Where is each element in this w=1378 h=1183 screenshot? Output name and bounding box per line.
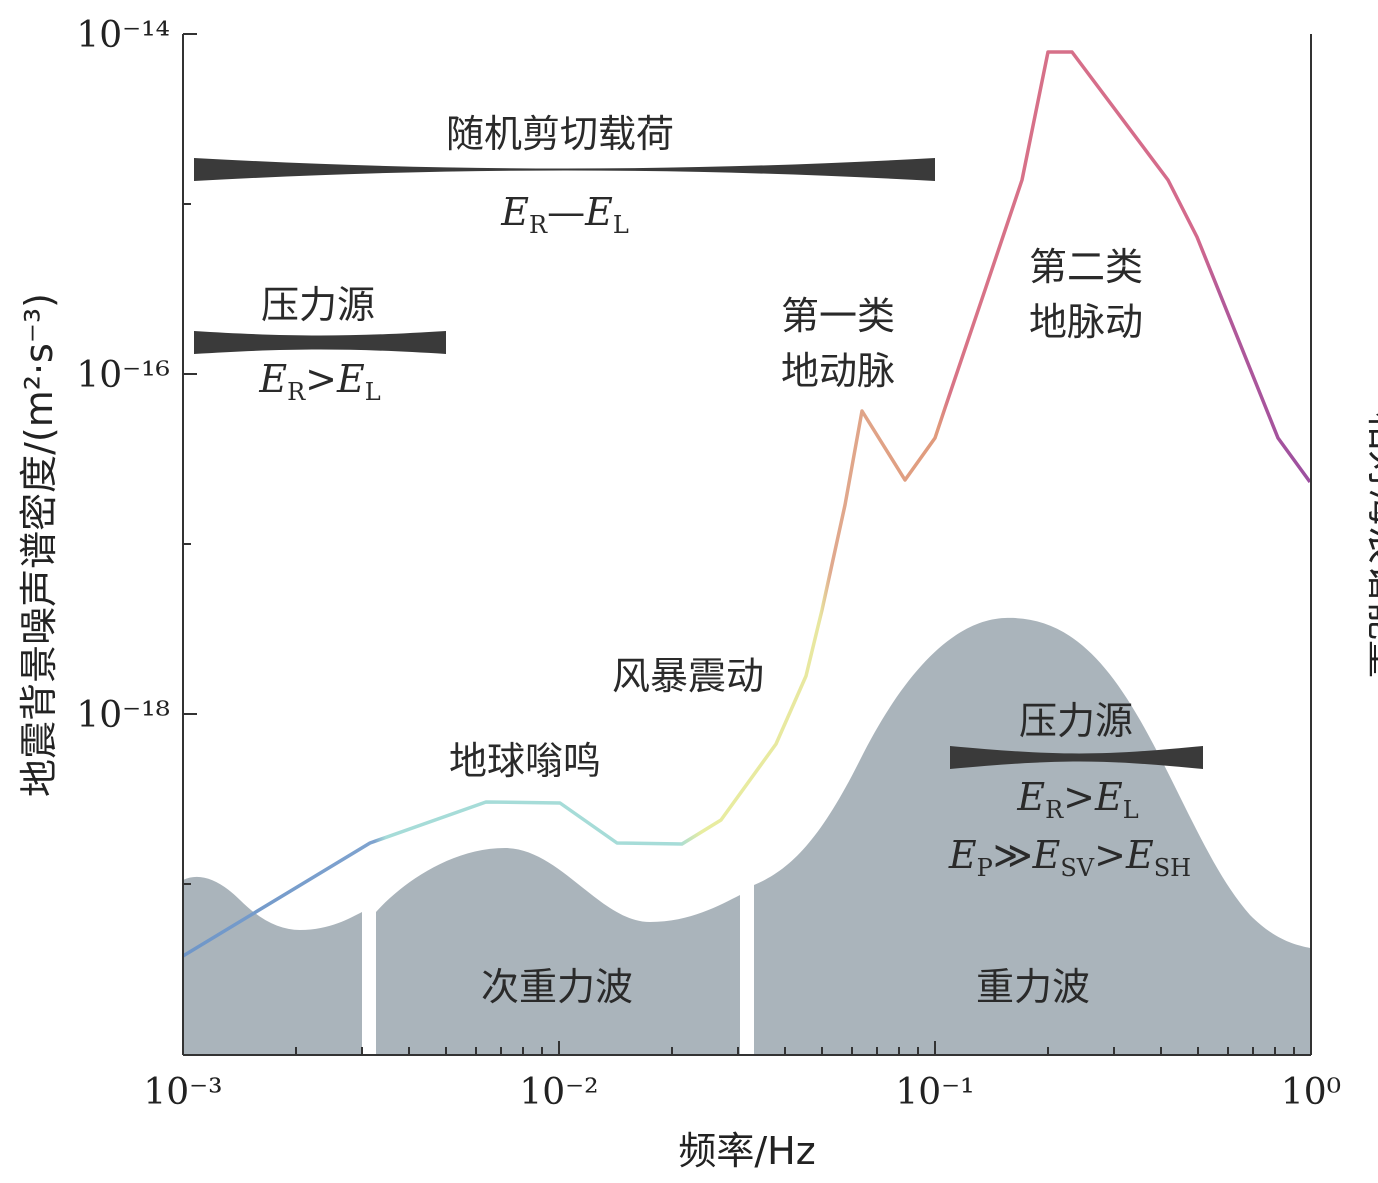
pressure-source-title-top: 压力源 xyxy=(261,283,375,327)
random-shear-bar xyxy=(194,158,935,181)
gravity-band xyxy=(754,617,1310,1055)
pressure-source-bar-bottom xyxy=(950,746,1203,769)
infragravity-label: 次重力波 xyxy=(481,965,633,1009)
random-shear-formula: ER—EL xyxy=(500,190,629,239)
primary-microseism-line1: 第一类 xyxy=(781,294,895,338)
secondary-microseism-line1: 第二类 xyxy=(1029,245,1143,289)
y-tick-label: 10⁻¹⁴ xyxy=(76,15,170,56)
noise-spectrum-curve xyxy=(182,50,1312,958)
tick-marks xyxy=(183,33,1295,1055)
x-tick-labels: 10⁻³ 10⁻² 10⁻¹ 10⁰ xyxy=(143,1072,1341,1113)
pressure-source-formula-top: ER>EL xyxy=(258,357,380,406)
y-axis-title-left: 地震背景噪声谱密度/(m²·s⁻³) xyxy=(17,293,61,797)
hum-label: 地球嗡鸣 xyxy=(449,739,601,783)
polarization-formula: EP≫ESV>ESH xyxy=(948,833,1191,882)
primary-microseism-line2: 地动脉 xyxy=(781,349,895,393)
x-tick-label: 10⁰ xyxy=(1281,1072,1341,1113)
ocean-wave-energy-band xyxy=(183,617,1310,1055)
secondary-microseism-line2: 地脉动 xyxy=(1029,300,1143,344)
x-tick-label: 10⁻² xyxy=(519,1072,598,1113)
infragravity-left-band xyxy=(183,876,362,1055)
x-tick-label: 10⁻¹ xyxy=(895,1072,974,1113)
y-tick-labels: 10⁻¹⁴ 10⁻¹⁶ 10⁻¹⁸ xyxy=(76,15,170,736)
pressure-source-formula-bottom: ER>EL xyxy=(1016,775,1138,824)
pressure-source-bar-top xyxy=(194,331,446,354)
random-shear-title: 随机剪切载荷 xyxy=(446,112,674,156)
y-tick-label: 10⁻¹⁸ xyxy=(76,695,170,736)
y-tick-label: 10⁻¹⁶ xyxy=(76,355,170,396)
infragravity-band xyxy=(376,848,740,1055)
storm-label: 风暴震动 xyxy=(612,654,764,698)
y-axis-title-right: 相对海浪谱能量 xyxy=(1363,412,1378,678)
pressure-source-title-bottom: 压力源 xyxy=(1019,699,1133,743)
gravity-label: 重力波 xyxy=(976,965,1090,1009)
x-axis-title: 频率/Hz xyxy=(678,1129,815,1173)
x-tick-label: 10⁻³ xyxy=(143,1072,222,1113)
